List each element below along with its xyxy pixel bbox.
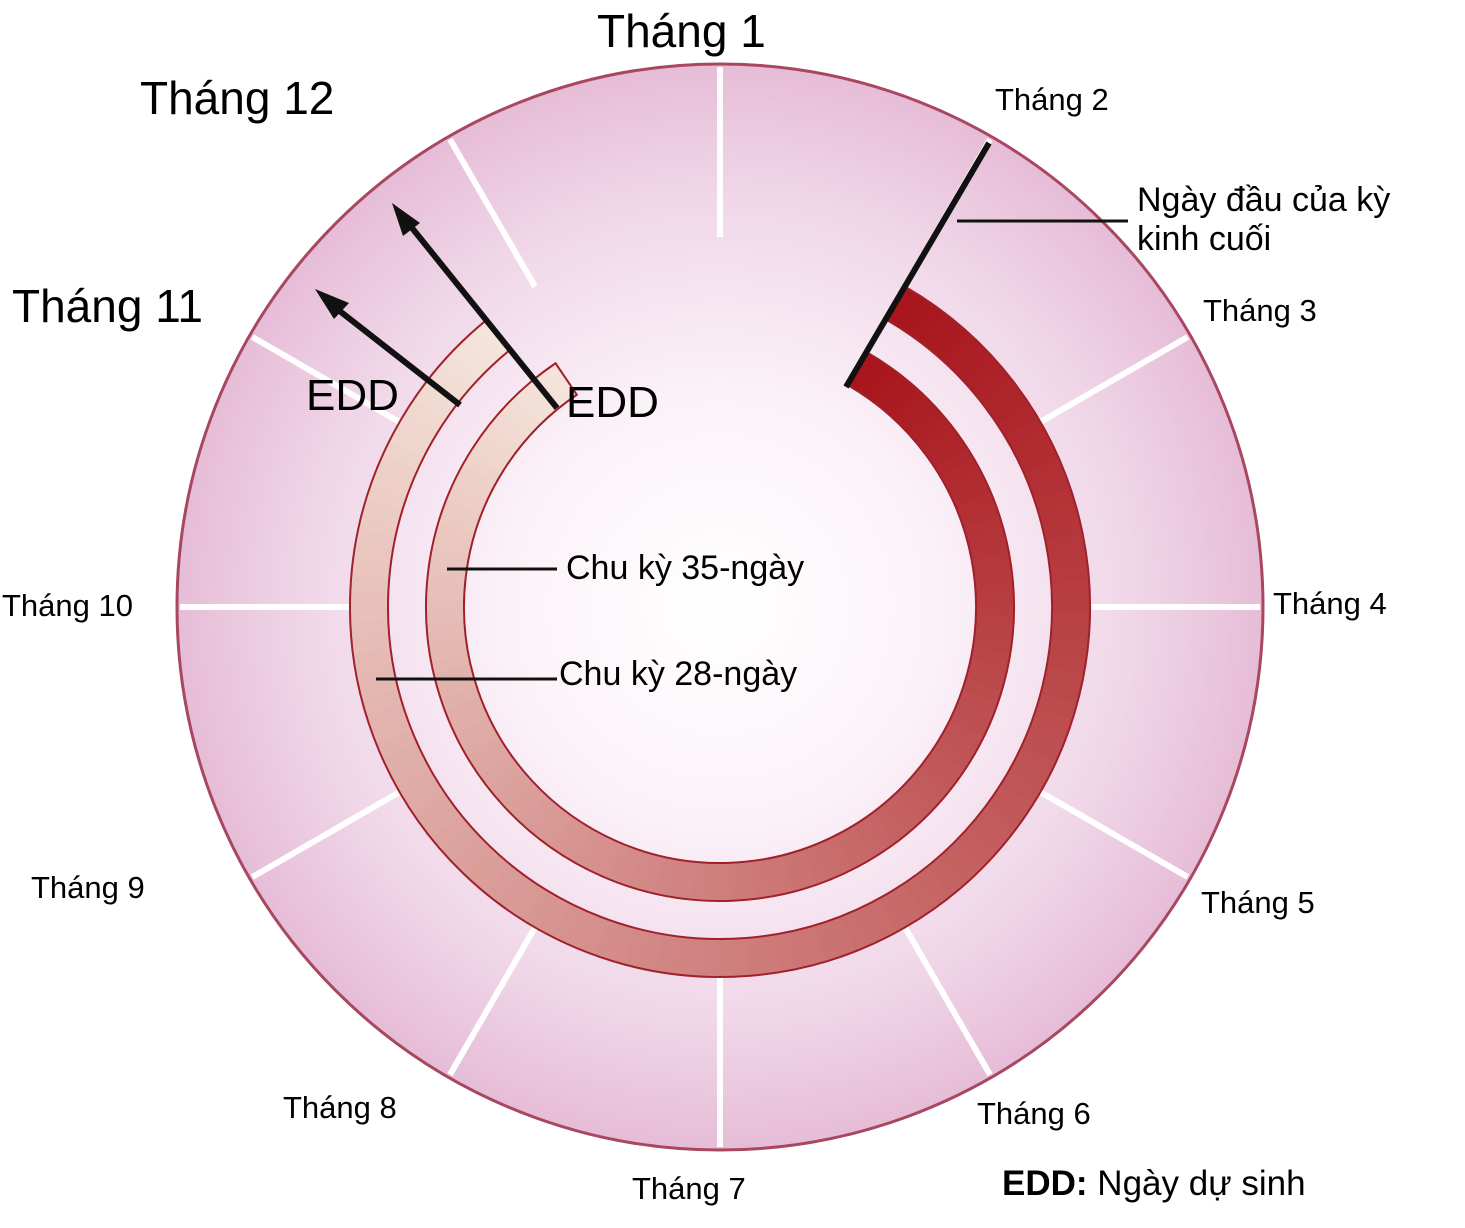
cycle-35-arc	[425, 351, 1015, 902]
month-divider	[447, 925, 538, 1077]
month-label-1: Tháng 1	[597, 5, 766, 57]
edd-outer-arrowhead	[315, 289, 349, 319]
pointer-lines	[315, 141, 1128, 681]
lmp-callout: Ngày đầu của kỳ kinh cuối	[1137, 181, 1390, 259]
month-divider	[250, 334, 402, 425]
month-divider	[447, 137, 538, 289]
month-divider	[1038, 789, 1190, 880]
month-label-3: Tháng 3	[1203, 293, 1317, 328]
month-divider	[250, 789, 402, 880]
month-label-7: Tháng 7	[632, 1171, 746, 1206]
month-label-9: Tháng 9	[31, 870, 145, 905]
cycle-arcs	[349, 285, 1091, 978]
cycle-28-arc	[349, 285, 1091, 978]
month-wheel	[175, 62, 1265, 1152]
month-label-5: Tháng 5	[1201, 885, 1315, 920]
cycle-28-label: Chu kỳ 28-ngày	[559, 655, 798, 693]
lmp-marker-line	[843, 141, 992, 389]
cycle-35-arc-outline	[425, 351, 1015, 902]
cycle-28-arc-outline	[349, 285, 1091, 978]
month-label-4: Tháng 4	[1273, 586, 1387, 621]
month-label-11: Tháng 11	[12, 280, 203, 332]
month-label-10: Tháng 10	[2, 588, 133, 623]
legend: EDD: Ngày dự sinh	[1002, 1164, 1306, 1204]
cycle-35-label: Chu kỳ 35-ngày	[566, 549, 805, 587]
month-divider	[1038, 334, 1190, 425]
cycle-35-arc-segment	[545, 363, 577, 402]
edd-outer-arrow	[330, 302, 462, 408]
edd-inner-arrowhead	[392, 203, 420, 236]
month-label-12: Tháng 12	[140, 72, 335, 124]
month-label-8: Tháng 8	[283, 1090, 397, 1125]
legend-term: EDD:	[1002, 1164, 1088, 1203]
month-label-6: Tháng 6	[977, 1096, 1091, 1131]
lmp-callout-line2: kinh cuối	[1137, 220, 1272, 259]
lmp-callout-line1: Ngày đầu của kỳ	[1137, 181, 1391, 219]
edd-inner-arrow	[401, 216, 560, 410]
month-divider	[902, 925, 993, 1077]
edd-label-inner: EDD	[566, 378, 659, 427]
edd-label-outer: EDD	[306, 371, 399, 420]
month-label-2: Tháng 2	[995, 82, 1109, 117]
legend-definition: Ngày dự sinh	[1097, 1164, 1306, 1203]
